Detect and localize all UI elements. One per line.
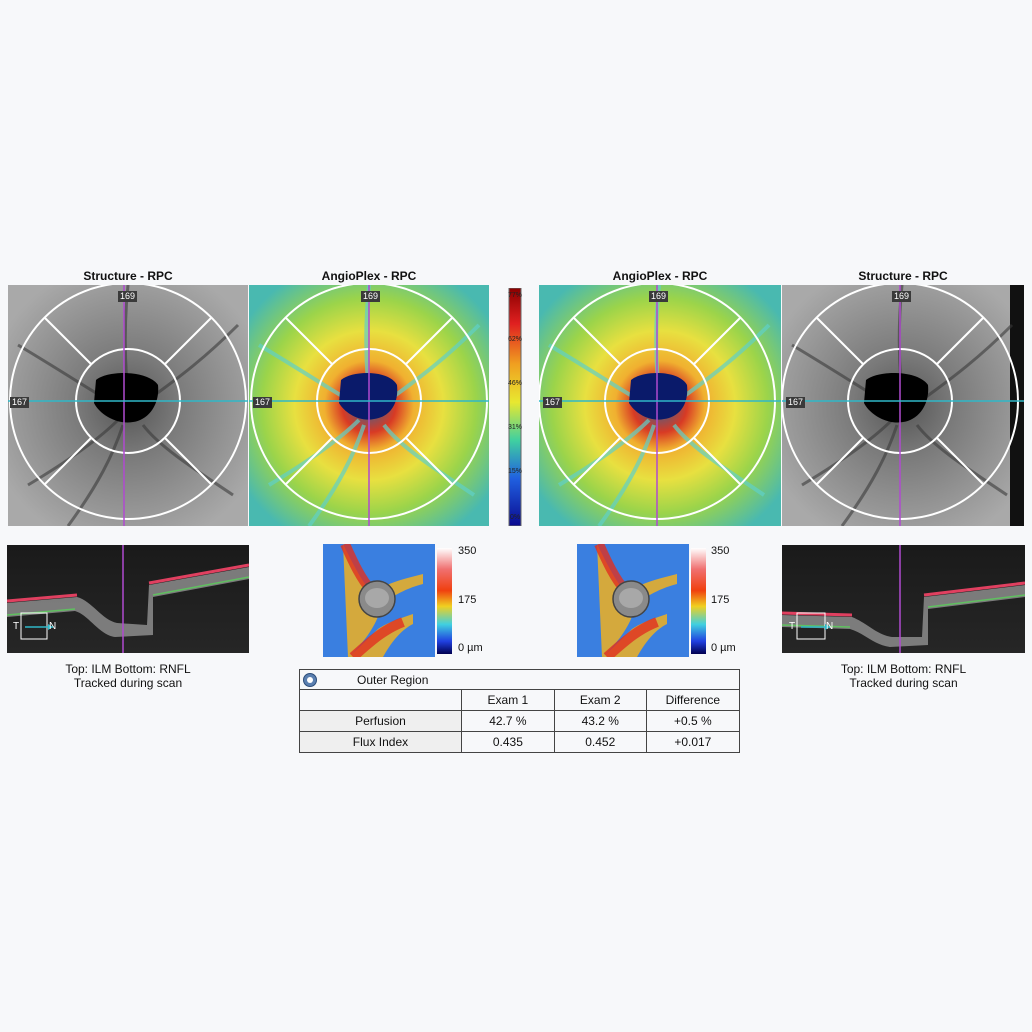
bscan-left-caption: Top: ILM Bottom: RNFL Tracked during sca… xyxy=(7,662,249,690)
thickness-scale-left-min: 0 µm xyxy=(458,642,483,654)
table-cell: 42.7 % xyxy=(460,710,555,732)
angio-left-tag-left: 167 xyxy=(253,397,273,408)
bscan-left-dir-right: N xyxy=(49,621,57,632)
bscan-left-caption-line1: Top: ILM Bottom: RNFL xyxy=(65,662,191,676)
region-header-left-border xyxy=(299,669,300,689)
structure-right-tag-top: 169 xyxy=(892,291,912,302)
bscan-right-caption-line1: Top: ILM Bottom: RNFL xyxy=(840,662,967,676)
angio-left-image[interactable]: 169 167 xyxy=(249,285,489,526)
bscan-right-caption: Top: ILM Bottom: RNFL Tracked during sca… xyxy=(782,662,1025,690)
table-cell: +0.017 xyxy=(645,731,741,753)
angio-right-svg xyxy=(539,285,781,526)
perfusion-colorbar-label: 31% xyxy=(508,424,523,431)
thickness-colorbar-right-svg xyxy=(691,548,706,654)
thickness-scale-left-mid: 175 xyxy=(458,594,477,606)
perfusion-colorbar-label: 62% xyxy=(508,336,523,343)
table-header-cell: Exam 1 xyxy=(460,689,555,711)
region-header xyxy=(299,669,740,690)
bscan-left[interactable]: T N xyxy=(7,545,249,653)
table-header-cell: Exam 2 xyxy=(553,689,647,711)
thickness-scale-right-min: 0 µm xyxy=(711,642,736,654)
row-label: Flux Index xyxy=(299,731,462,753)
thickness-scale-right-mid: 175 xyxy=(711,594,730,606)
perfusion-colorbar-label: 0% xyxy=(509,514,521,521)
angio-left-svg xyxy=(249,285,489,526)
region-label: Outer Region xyxy=(357,673,429,687)
perfusion-colorbar-label: 15% xyxy=(508,468,523,475)
angio-left-title: AngioPlex - RPC xyxy=(321,269,417,283)
thickness-map-left[interactable] xyxy=(323,544,435,657)
structure-right-svg xyxy=(782,285,1024,526)
thickness-scale-left-max: 350 xyxy=(458,545,477,557)
row-label: Perfusion xyxy=(299,710,462,732)
bscan-right[interactable]: T N xyxy=(782,545,1025,653)
table-cell: 43.2 % xyxy=(553,710,647,732)
structure-left-title: Structure - RPC xyxy=(83,269,173,283)
perfusion-colorbar-label: 46% xyxy=(508,380,523,387)
metrics-table: Exam 1 Exam 2 Difference Perfusion 42.7 … xyxy=(299,689,741,753)
structure-right-tag-left: 167 xyxy=(786,397,806,408)
region-header-right-border xyxy=(739,669,740,689)
bscan-left-svg xyxy=(7,545,249,653)
structure-left-image[interactable]: 169 167 xyxy=(8,285,248,526)
structure-right-image[interactable]: 169 167 xyxy=(782,285,1024,526)
thickness-colorbar-left xyxy=(437,548,452,654)
table-row: Perfusion 42.7 % 43.2 % +0.5 % xyxy=(299,710,741,732)
bscan-left-caption-line2: Tracked during scan xyxy=(73,676,183,690)
table-header-empty xyxy=(299,689,462,711)
thickness-colorbar-left-svg xyxy=(437,548,452,654)
perfusion-colorbar-label: 77% xyxy=(508,292,523,299)
table-cell: +0.5 % xyxy=(645,710,741,732)
angio-right-title: AngioPlex - RPC xyxy=(612,269,708,283)
thickness-map-left-svg xyxy=(323,544,435,657)
angio-left-tag-top: 169 xyxy=(361,291,381,302)
thickness-scale-right-max: 350 xyxy=(711,545,730,557)
region-target-icon[interactable] xyxy=(303,673,317,687)
thickness-colorbar-right xyxy=(691,548,706,654)
bscan-left-dir-left: T xyxy=(13,621,20,632)
table-header-cell: Difference xyxy=(645,689,741,711)
angio-right-image[interactable]: 169 167 xyxy=(539,285,781,526)
structure-left-tag-left: 167 xyxy=(10,397,30,408)
perfusion-colorbar-svg xyxy=(508,287,522,527)
bscan-right-dir-right: N xyxy=(826,621,834,632)
table-cell: 0.452 xyxy=(553,731,647,753)
angio-right-tag-top: 169 xyxy=(649,291,669,302)
perfusion-colorbar: 77% 62% 46% 31% 15% 0% xyxy=(508,287,523,527)
table-header-row: Exam 1 Exam 2 Difference xyxy=(299,689,741,711)
thickness-map-right[interactable] xyxy=(577,544,689,657)
table-row: Flux Index 0.435 0.452 +0.017 xyxy=(299,731,741,753)
angio-right-tag-left: 167 xyxy=(543,397,563,408)
structure-right-title: Structure - RPC xyxy=(858,269,948,283)
bscan-right-svg xyxy=(782,545,1025,653)
table-cell: 0.435 xyxy=(460,731,555,753)
structure-left-tag-top: 169 xyxy=(118,291,138,302)
structure-left-svg xyxy=(8,285,248,526)
bscan-right-dir-left: T xyxy=(789,621,796,632)
bscan-right-caption-line2: Tracked during scan xyxy=(849,676,958,690)
thickness-map-right-svg xyxy=(577,544,689,657)
